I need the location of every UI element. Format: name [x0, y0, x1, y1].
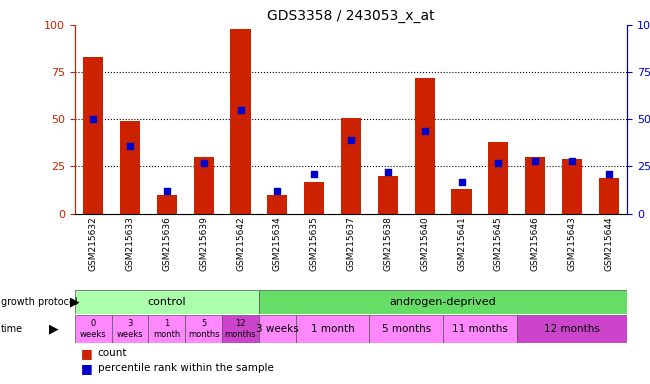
Bar	[517, 315, 627, 343]
Bar	[267, 195, 287, 214]
Bar	[451, 189, 472, 214]
Text: GSM215632: GSM215632	[88, 217, 98, 271]
Bar	[83, 57, 103, 214]
Text: count: count	[98, 348, 127, 359]
Text: GSM215638: GSM215638	[384, 217, 393, 271]
Bar	[75, 315, 112, 343]
Title: GDS3358 / 243053_x_at: GDS3358 / 243053_x_at	[267, 9, 435, 23]
Bar	[599, 178, 619, 214]
Text: androgen-deprived: androgen-deprived	[390, 297, 497, 307]
Point	[309, 171, 319, 177]
Bar	[120, 121, 140, 214]
Text: 5
months: 5 months	[188, 319, 220, 339]
Bar	[230, 29, 251, 214]
Text: GSM215633: GSM215633	[125, 217, 135, 271]
Text: 11 months: 11 months	[452, 324, 508, 334]
Point	[198, 160, 209, 166]
Text: GSM215639: GSM215639	[199, 217, 208, 271]
Bar	[157, 195, 177, 214]
Text: GSM215636: GSM215636	[162, 217, 172, 271]
Bar	[304, 182, 324, 214]
Point	[346, 137, 356, 143]
Text: 1 month: 1 month	[311, 324, 354, 334]
Point	[383, 169, 393, 175]
Text: GSM215646: GSM215646	[530, 217, 540, 271]
Bar	[194, 157, 214, 214]
Text: growth protocol: growth protocol	[1, 297, 77, 307]
Text: GSM215643: GSM215643	[567, 217, 577, 271]
Text: 3
weeks: 3 weeks	[117, 319, 143, 339]
Text: control: control	[148, 297, 186, 307]
Text: time: time	[1, 324, 23, 334]
Bar	[296, 315, 369, 343]
Point	[235, 107, 246, 113]
Text: ▶: ▶	[70, 296, 80, 308]
Text: 0
weeks: 0 weeks	[80, 319, 107, 339]
Text: 1
month: 1 month	[153, 319, 181, 339]
Bar	[259, 315, 296, 343]
Bar	[525, 157, 545, 214]
Text: 3 weeks: 3 weeks	[256, 324, 299, 334]
Text: GSM215634: GSM215634	[273, 217, 282, 271]
Text: GSM215641: GSM215641	[457, 217, 466, 271]
Bar	[112, 315, 148, 343]
Point	[419, 127, 430, 134]
Text: GSM215640: GSM215640	[420, 217, 429, 271]
Text: 12
months: 12 months	[225, 319, 256, 339]
Point	[604, 171, 614, 177]
Bar	[341, 118, 361, 214]
Point	[493, 160, 504, 166]
Text: ▶: ▶	[49, 323, 58, 335]
Bar	[75, 290, 259, 314]
Bar	[443, 315, 517, 343]
Bar	[185, 315, 222, 343]
Point	[272, 188, 283, 194]
Point	[162, 188, 172, 194]
Bar	[415, 78, 435, 214]
Bar	[148, 315, 185, 343]
Bar	[488, 142, 508, 214]
Text: ■: ■	[81, 347, 93, 360]
Text: GSM215637: GSM215637	[346, 217, 356, 271]
Text: percentile rank within the sample: percentile rank within the sample	[98, 363, 274, 373]
Point	[567, 158, 577, 164]
Point	[125, 143, 135, 149]
Text: 12 months: 12 months	[544, 324, 600, 334]
Point	[456, 179, 467, 185]
Text: GSM215635: GSM215635	[309, 217, 318, 271]
Point	[88, 116, 98, 122]
Text: 5 months: 5 months	[382, 324, 431, 334]
Text: ■: ■	[81, 362, 93, 375]
Text: GSM215645: GSM215645	[494, 217, 503, 271]
Text: GSM215644: GSM215644	[604, 217, 614, 271]
Text: GSM215642: GSM215642	[236, 217, 245, 271]
Bar	[222, 315, 259, 343]
Bar	[259, 290, 627, 314]
Point	[530, 158, 540, 164]
Bar	[369, 315, 443, 343]
Bar	[562, 159, 582, 214]
Bar	[378, 176, 398, 214]
